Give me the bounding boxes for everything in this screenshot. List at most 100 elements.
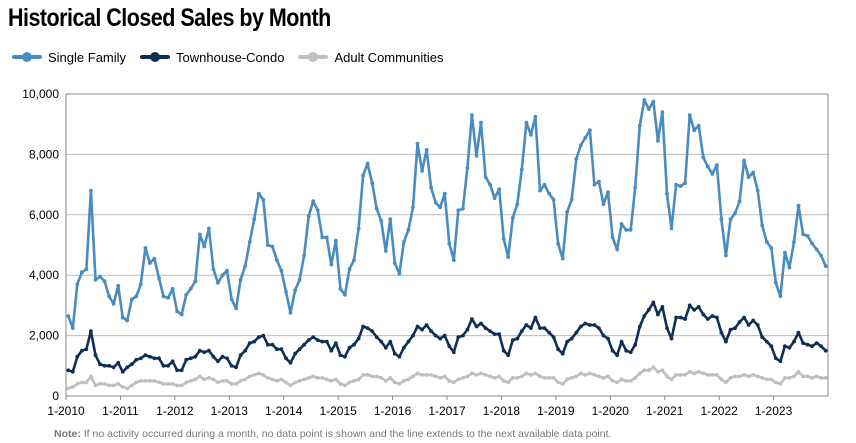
data-point-single-family bbox=[138, 282, 143, 287]
data-point-single-family bbox=[424, 148, 429, 152]
data-point-townhouse-condo bbox=[129, 362, 134, 367]
data-point-townhouse-condo bbox=[519, 329, 524, 333]
data-point-townhouse-condo bbox=[560, 351, 565, 356]
data-point-townhouse-condo bbox=[787, 345, 792, 350]
data-point-single-family bbox=[107, 294, 111, 299]
data-point-adult-communities bbox=[243, 377, 248, 382]
data-point-adult-communities bbox=[764, 377, 769, 382]
data-point-adult-communities bbox=[175, 383, 180, 388]
data-point-townhouse-condo bbox=[134, 357, 139, 362]
data-point-townhouse-condo bbox=[819, 344, 824, 349]
data-point-townhouse-condo bbox=[665, 326, 669, 330]
data-point-townhouse-condo bbox=[592, 323, 597, 327]
data-point-adult-communities bbox=[89, 374, 93, 379]
data-point-adult-communities bbox=[343, 383, 347, 388]
data-point-townhouse-condo bbox=[669, 336, 674, 341]
data-point-adult-communities bbox=[637, 371, 642, 376]
data-point-single-family bbox=[411, 205, 415, 210]
data-point-townhouse-condo bbox=[442, 333, 447, 338]
data-point-townhouse-condo bbox=[143, 353, 148, 358]
data-point-adult-communities bbox=[306, 376, 311, 380]
data-point-single-family bbox=[515, 202, 520, 207]
data-point-single-family bbox=[565, 209, 570, 214]
data-point-townhouse-condo bbox=[288, 360, 293, 365]
data-point-adult-communities bbox=[810, 376, 814, 380]
x-tick-label: 1-2014 bbox=[265, 404, 303, 418]
data-point-adult-communities bbox=[207, 376, 211, 380]
data-point-adult-communities bbox=[492, 376, 497, 380]
data-point-townhouse-condo bbox=[429, 329, 433, 333]
data-point-townhouse-condo bbox=[343, 354, 347, 359]
data-point-adult-communities bbox=[470, 371, 474, 376]
data-point-adult-communities bbox=[624, 379, 629, 383]
data-point-townhouse-condo bbox=[356, 336, 361, 341]
data-point-single-family bbox=[801, 232, 805, 237]
data-point-single-family bbox=[764, 240, 769, 244]
data-point-single-family bbox=[379, 218, 384, 223]
data-point-townhouse-condo bbox=[415, 324, 420, 329]
data-point-single-family bbox=[719, 217, 724, 222]
data-point-single-family bbox=[610, 235, 615, 240]
data-point-adult-communities bbox=[293, 380, 297, 385]
data-point-adult-communities bbox=[120, 385, 125, 389]
data-point-adult-communities bbox=[565, 377, 570, 382]
data-point-adult-communities bbox=[134, 380, 139, 385]
data-point-townhouse-condo bbox=[479, 321, 483, 326]
data-point-townhouse-condo bbox=[760, 335, 765, 339]
data-point-single-family bbox=[601, 202, 606, 207]
data-point-single-family bbox=[197, 232, 202, 237]
data-point-single-family bbox=[438, 205, 443, 210]
data-point-adult-communities bbox=[170, 382, 175, 386]
data-point-townhouse-condo bbox=[492, 332, 497, 336]
data-point-adult-communities bbox=[533, 371, 538, 376]
data-point-adult-communities bbox=[755, 374, 760, 379]
data-point-adult-communities bbox=[111, 383, 116, 388]
data-point-adult-communities bbox=[438, 376, 443, 380]
data-point-single-family bbox=[70, 326, 75, 330]
data-point-single-family bbox=[823, 264, 828, 268]
series-townhouse-condo bbox=[66, 300, 828, 374]
data-point-single-family bbox=[628, 228, 633, 232]
data-point-single-family bbox=[751, 170, 756, 175]
data-point-single-family bbox=[501, 237, 506, 241]
data-point-single-family bbox=[783, 250, 787, 255]
data-point-townhouse-condo bbox=[705, 317, 710, 321]
data-point-adult-communities bbox=[719, 377, 724, 382]
data-point-adult-communities bbox=[715, 373, 719, 377]
data-point-adult-communities bbox=[84, 380, 89, 385]
data-point-adult-communities bbox=[483, 373, 488, 377]
data-point-townhouse-condo bbox=[424, 323, 429, 327]
data-point-townhouse-condo bbox=[461, 333, 465, 338]
data-point-single-family bbox=[356, 226, 361, 231]
data-point-townhouse-condo bbox=[420, 327, 424, 332]
data-point-single-family bbox=[284, 289, 288, 294]
data-point-single-family bbox=[420, 169, 424, 173]
data-point-single-family bbox=[506, 255, 511, 259]
data-point-adult-communities bbox=[479, 371, 483, 376]
data-point-townhouse-condo bbox=[615, 353, 619, 358]
data-point-single-family bbox=[778, 294, 783, 299]
data-point-townhouse-condo bbox=[207, 348, 211, 353]
x-tick-label: 1-2017 bbox=[428, 404, 466, 418]
data-point-townhouse-condo bbox=[98, 362, 102, 367]
data-point-adult-communities bbox=[628, 379, 633, 383]
data-point-adult-communities bbox=[166, 382, 171, 386]
data-point-townhouse-condo bbox=[737, 320, 742, 324]
data-point-single-family bbox=[461, 206, 465, 211]
data-point-single-family bbox=[157, 276, 161, 281]
data-point-single-family bbox=[161, 294, 166, 299]
data-point-adult-communities bbox=[651, 365, 656, 370]
data-point-single-family bbox=[320, 235, 325, 240]
data-point-adult-communities bbox=[583, 373, 588, 377]
data-point-single-family bbox=[606, 190, 610, 195]
data-point-adult-communities bbox=[442, 374, 447, 379]
note-label: Note: bbox=[54, 428, 81, 440]
data-point-single-family bbox=[642, 98, 647, 102]
data-point-townhouse-condo bbox=[152, 356, 157, 361]
data-point-adult-communities bbox=[356, 377, 361, 382]
data-point-single-family bbox=[651, 99, 656, 104]
data-point-adult-communities bbox=[497, 374, 502, 379]
data-point-single-family bbox=[388, 217, 393, 222]
data-point-adult-communities bbox=[819, 376, 824, 380]
data-point-townhouse-condo bbox=[619, 339, 624, 344]
